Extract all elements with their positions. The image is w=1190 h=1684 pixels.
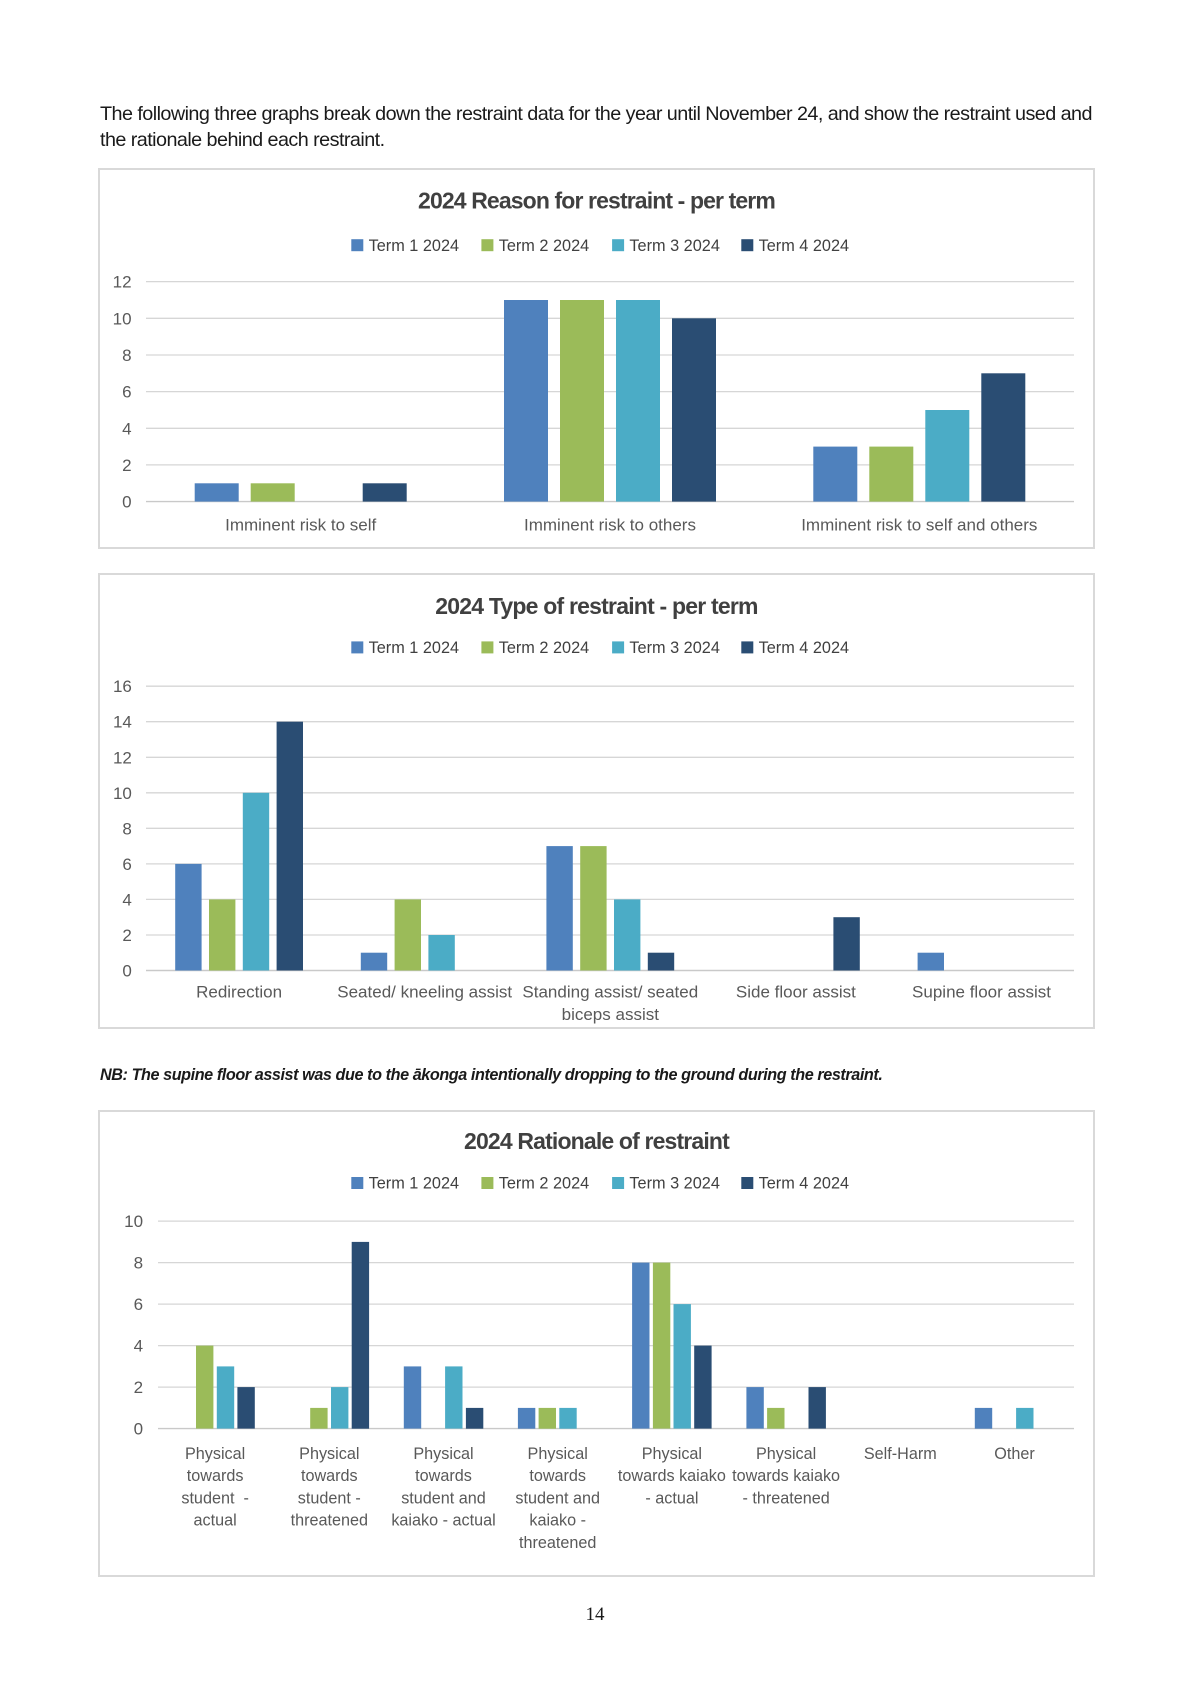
svg-text:10: 10: [113, 309, 132, 328]
svg-text:12: 12: [113, 748, 132, 767]
svg-text:6: 6: [134, 1295, 143, 1314]
svg-text:biceps assist: biceps assist: [562, 1005, 660, 1024]
svg-text:2: 2: [134, 1378, 143, 1397]
svg-text:Imminent risk to self and othe: Imminent risk to self and others: [801, 516, 1037, 535]
svg-text:2: 2: [122, 926, 131, 945]
svg-text:4: 4: [134, 1337, 143, 1356]
svg-text:10: 10: [124, 1212, 143, 1231]
svg-text:threatened: threatened: [291, 1512, 368, 1530]
svg-text:Side floor assist: Side floor assist: [736, 982, 856, 1001]
svg-text:Physical: Physical: [299, 1445, 359, 1463]
svg-text:threatened: threatened: [519, 1534, 596, 1552]
svg-text:actual: actual: [193, 1512, 236, 1530]
svg-text:Term 1 2024: Term 1 2024: [369, 639, 460, 657]
svg-text:Redirection: Redirection: [196, 982, 282, 1001]
svg-text:0: 0: [122, 493, 131, 512]
svg-text:Standing assist/ seated: Standing assist/ seated: [522, 982, 698, 1001]
svg-text:8: 8: [122, 346, 131, 365]
svg-text:Supine floor assist: Supine floor assist: [912, 982, 1051, 1001]
svg-text:8: 8: [134, 1254, 143, 1273]
svg-text:towards: towards: [415, 1467, 472, 1485]
svg-text:Term 3 2024: Term 3 2024: [629, 639, 720, 657]
svg-text:2: 2: [122, 456, 131, 475]
svg-text:Physical: Physical: [756, 1445, 816, 1463]
svg-text:4: 4: [122, 419, 131, 438]
svg-text:2024 Rationale of restraint: 2024 Rationale of restraint: [464, 1128, 730, 1154]
svg-text:Term 3 2024: Term 3 2024: [629, 1175, 720, 1193]
svg-text:Self-Harm: Self-Harm: [864, 1445, 937, 1463]
svg-text:Physical: Physical: [185, 1445, 245, 1463]
svg-text:Physical: Physical: [642, 1445, 702, 1463]
svg-text:2024 Reason for restraint - pe: 2024 Reason for restraint - per term: [418, 187, 775, 213]
svg-text:0: 0: [122, 962, 131, 981]
svg-text:Imminent risk to others: Imminent risk to others: [524, 516, 696, 535]
svg-text:Term 4 2024: Term 4 2024: [759, 639, 850, 657]
svg-text:6: 6: [122, 383, 131, 402]
svg-text:12: 12: [113, 273, 132, 292]
svg-text:Term 2 2024: Term 2 2024: [499, 1175, 590, 1193]
svg-text:16: 16: [113, 677, 132, 696]
svg-text:student -: student -: [181, 1489, 249, 1507]
svg-text:Term 4 2024: Term 4 2024: [759, 237, 850, 255]
svg-text:Term 2 2024: Term 2 2024: [499, 639, 590, 657]
svg-text:towards: towards: [529, 1467, 586, 1485]
svg-text:2024 Type of restraint - per t: 2024 Type of restraint - per term: [435, 593, 758, 619]
svg-text:4: 4: [122, 890, 131, 909]
svg-text:kaiako -: kaiako -: [529, 1512, 586, 1530]
svg-text:10: 10: [113, 784, 132, 803]
svg-text:8: 8: [122, 819, 131, 838]
svg-text:Imminent risk to self: Imminent risk to self: [225, 516, 376, 535]
svg-text:Seated/ kneeling assist: Seated/ kneeling assist: [337, 982, 512, 1001]
svg-text:Term 2 2024: Term 2 2024: [499, 237, 590, 255]
svg-text:student and: student and: [401, 1489, 486, 1507]
svg-text:- threatened: - threatened: [742, 1489, 829, 1507]
svg-text:Term 1 2024: Term 1 2024: [369, 1175, 460, 1193]
svg-text:student -: student -: [298, 1489, 361, 1507]
svg-text:towards: towards: [301, 1467, 358, 1485]
svg-text:Other: Other: [994, 1445, 1035, 1463]
svg-text:Term 4 2024: Term 4 2024: [759, 1175, 850, 1193]
svg-text:towards kaiako: towards kaiako: [732, 1467, 840, 1485]
svg-text:Physical: Physical: [528, 1445, 588, 1463]
svg-text:kaiako - actual: kaiako - actual: [391, 1512, 495, 1530]
svg-text:Physical: Physical: [413, 1445, 473, 1463]
svg-text:14: 14: [113, 713, 132, 732]
svg-text:towards: towards: [187, 1467, 244, 1485]
svg-text:student and: student and: [515, 1489, 600, 1507]
svg-text:Term 1 2024: Term 1 2024: [369, 237, 460, 255]
svg-text:towards kaiako: towards kaiako: [618, 1467, 726, 1485]
svg-text:0: 0: [134, 1420, 143, 1439]
svg-text:- actual: - actual: [645, 1489, 698, 1507]
svg-text:Term 3 2024: Term 3 2024: [629, 237, 720, 255]
svg-text:6: 6: [122, 855, 131, 874]
